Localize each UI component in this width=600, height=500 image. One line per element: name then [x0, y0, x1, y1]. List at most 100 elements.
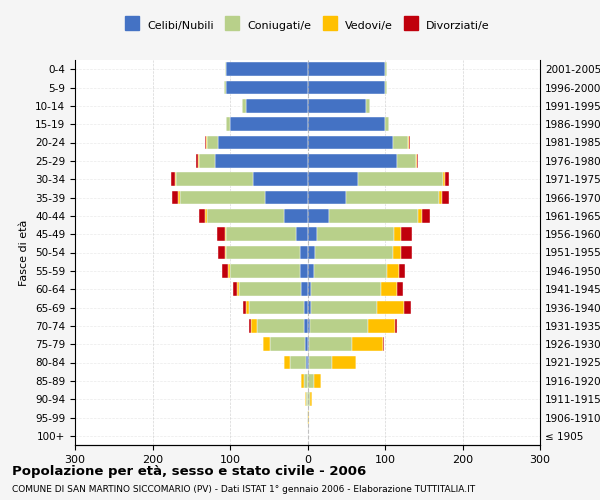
Bar: [224, 246, 226, 260]
Bar: [404, 300, 410, 314]
Bar: [230, 264, 300, 278]
Bar: [401, 228, 412, 241]
Bar: [257, 319, 304, 332]
Bar: [301, 374, 304, 388]
Text: COMUNE DI SAN MARTINO SICCOMARIO (PV) - Dati ISTAT 1° gennaio 2006 - Elaborazion: COMUNE DI SAN MARTINO SICCOMARIO (PV) - …: [12, 485, 475, 494]
Bar: [196, 154, 198, 168]
Bar: [308, 410, 309, 424]
Bar: [311, 282, 381, 296]
Bar: [388, 264, 399, 278]
Bar: [224, 228, 226, 241]
Bar: [309, 356, 332, 370]
Bar: [395, 319, 397, 332]
Bar: [445, 172, 449, 186]
Bar: [385, 80, 388, 94]
Bar: [308, 190, 346, 204]
Bar: [250, 319, 251, 332]
Bar: [304, 319, 308, 332]
Bar: [314, 264, 388, 278]
Bar: [175, 172, 176, 186]
Bar: [305, 338, 308, 351]
Bar: [308, 319, 310, 332]
Bar: [385, 62, 386, 76]
Bar: [308, 136, 393, 149]
Bar: [284, 209, 308, 222]
Bar: [230, 118, 308, 131]
Bar: [218, 136, 308, 149]
Bar: [377, 300, 404, 314]
Bar: [308, 300, 311, 314]
Bar: [397, 154, 416, 168]
Y-axis label: Fasce di età: Fasce di età: [19, 220, 29, 286]
Bar: [263, 338, 271, 351]
Bar: [305, 392, 306, 406]
Bar: [308, 264, 314, 278]
Bar: [368, 319, 395, 332]
Bar: [222, 264, 229, 278]
Bar: [226, 80, 308, 94]
Bar: [308, 154, 397, 168]
Bar: [408, 136, 409, 149]
Bar: [308, 356, 309, 370]
Bar: [253, 172, 308, 186]
Bar: [229, 264, 230, 278]
Bar: [199, 209, 205, 222]
Bar: [385, 118, 389, 131]
Bar: [397, 282, 403, 296]
Bar: [332, 356, 356, 370]
Bar: [394, 228, 401, 241]
Bar: [243, 300, 245, 314]
Bar: [300, 246, 308, 260]
Bar: [442, 190, 449, 204]
Bar: [443, 172, 445, 186]
Bar: [308, 62, 385, 76]
Bar: [217, 228, 224, 241]
Bar: [245, 300, 250, 314]
Bar: [172, 190, 178, 204]
Bar: [308, 282, 311, 296]
Bar: [206, 136, 207, 149]
Bar: [306, 356, 308, 370]
Bar: [308, 118, 385, 131]
Text: Popolazione per età, sesso e stato civile - 2006: Popolazione per età, sesso e stato civil…: [12, 465, 366, 478]
Bar: [226, 246, 300, 260]
Bar: [317, 228, 394, 241]
Bar: [207, 209, 284, 222]
Bar: [310, 392, 312, 406]
Bar: [171, 172, 175, 186]
Bar: [308, 228, 317, 241]
Bar: [207, 136, 218, 149]
Bar: [199, 154, 215, 168]
Bar: [239, 282, 301, 296]
Bar: [314, 374, 322, 388]
Bar: [226, 118, 230, 131]
Bar: [226, 228, 296, 241]
Bar: [307, 410, 308, 424]
Bar: [416, 154, 417, 168]
Bar: [383, 338, 384, 351]
Bar: [309, 338, 352, 351]
Bar: [224, 62, 226, 76]
Bar: [178, 190, 179, 204]
Bar: [346, 190, 439, 204]
Bar: [226, 62, 308, 76]
Legend: Celibi/Nubili, Coniugati/e, Vedovi/e, Divorziati/e: Celibi/Nubili, Coniugati/e, Vedovi/e, Di…: [121, 16, 494, 35]
Bar: [237, 282, 239, 296]
Bar: [198, 154, 199, 168]
Bar: [329, 209, 418, 222]
Bar: [315, 246, 393, 260]
Bar: [308, 392, 310, 406]
Bar: [205, 136, 206, 149]
Bar: [224, 80, 226, 94]
Bar: [218, 246, 224, 260]
Bar: [306, 392, 308, 406]
Bar: [296, 228, 308, 241]
Bar: [308, 209, 329, 222]
Bar: [176, 172, 253, 186]
Bar: [365, 99, 370, 112]
Bar: [205, 209, 207, 222]
Bar: [271, 338, 305, 351]
Bar: [393, 246, 401, 260]
Bar: [250, 300, 304, 314]
Bar: [308, 338, 309, 351]
